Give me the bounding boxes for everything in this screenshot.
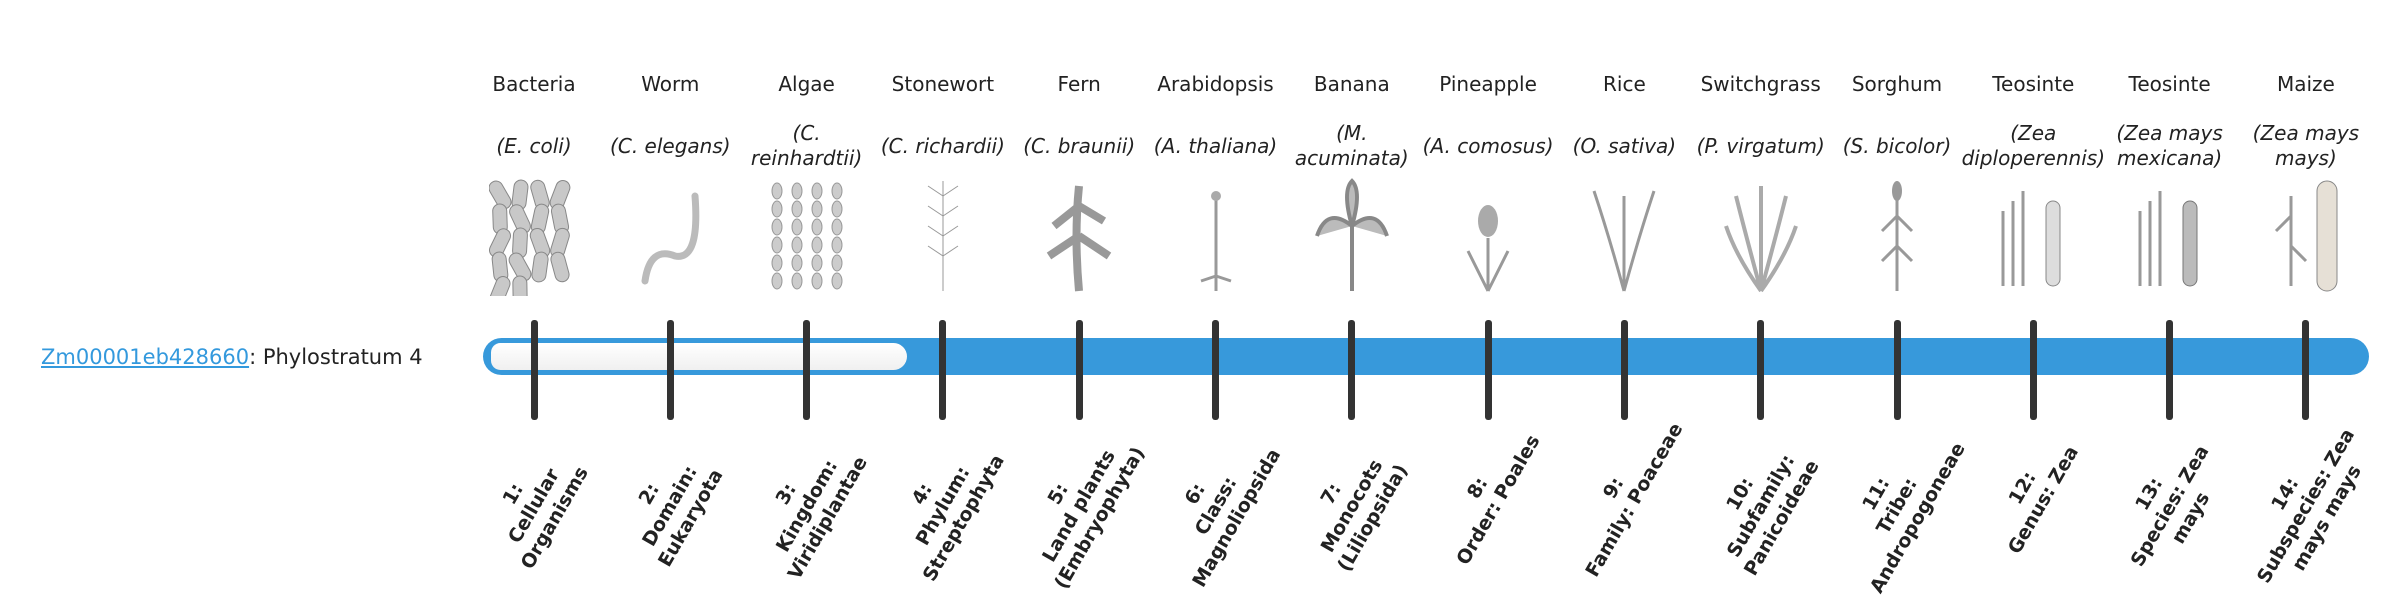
bacteria-image (488, 176, 579, 307)
phylostratum-tick (1484, 320, 1492, 420)
organism-species-name: (Zea mays mays) (2252, 121, 2360, 170)
phylostratum-tick (1620, 320, 1628, 420)
phylostratum-level-label: 5: Land plants (Embryophyta) (1001, 406, 1158, 606)
organism-common-name: Algae (778, 72, 835, 96)
organism-column: Rice (O. sativa) (1556, 64, 1692, 188)
switchgrass-image (1716, 176, 1806, 296)
stonewort-image (898, 176, 988, 296)
organism-common-name: Arabidopsis (1157, 72, 1274, 96)
phylostratum-level-label: 1: Cellular Organisms (455, 406, 612, 606)
phylostratum-level-label: 12: Genus: Zea (1965, 400, 2102, 589)
teosinte-mexicana-image (2125, 176, 2215, 296)
organism-column: Stonewort (C. richardii) (875, 64, 1011, 188)
teosinte-image (1988, 176, 2078, 296)
phylostratum-tick (666, 320, 674, 420)
phylostratum-tick (1757, 320, 1765, 420)
phylostratum-level-label: 10: Subfamily: Panicoideae (1682, 406, 1839, 606)
phylostratum-tick (2166, 320, 2174, 420)
organism-species-name: (A. comosus) (1422, 133, 1554, 158)
organism-common-name: Banana (1313, 72, 1390, 96)
phylostratum-level-label: 9: Family: Poaceae (1556, 400, 1693, 589)
phylostratum-tick (1348, 320, 1356, 420)
rice-image (1579, 176, 1669, 296)
organism-common-name: Bacteria (492, 72, 576, 96)
worm-image (625, 176, 715, 296)
organism-species-name: (O. sativa) (1572, 133, 1677, 158)
organism-species-name: (C. reinhardtii) (750, 121, 863, 170)
organism-species-name: (C. braunii) (1023, 133, 1136, 158)
phylostratum-tick (1893, 320, 1901, 420)
gene-phylostratum-label: Zm00001eb428660: Phylostratum 4 (41, 340, 423, 374)
organism-column: Algae (C. reinhardtii) (739, 64, 875, 188)
organism-common-name: Fern (1057, 72, 1101, 96)
phylostratum-tick (2029, 320, 2037, 420)
organism-common-name: Worm (641, 72, 700, 96)
organism-common-name: Teosinte (2128, 72, 2211, 96)
phylostratum-text: : Phylostratum 4 (249, 345, 423, 369)
phylostratum-tick (803, 320, 811, 420)
organism-column: Bacteria (E. coli) (466, 64, 602, 188)
organism-common-name: Rice (1603, 72, 1646, 96)
organism-column: Fern (C. braunii) (1011, 64, 1147, 188)
organism-common-name: Pineapple (1439, 72, 1537, 96)
phylostratum-level-label: 4: Phylum: Streptophyta (864, 406, 1021, 606)
organism-column: Switchgrass (P. virgatum) (1693, 64, 1829, 188)
organism-species-name: (E. coli) (496, 133, 572, 158)
phylostratum-level-label: 14: Subspecies: Zea mays mays (2227, 406, 2384, 606)
phylostratum-level-label: 3: Kingdom: Viridiplantae (728, 406, 885, 606)
organism-common-name: Switchgrass (1700, 72, 1821, 96)
arabidopsis-image (1171, 176, 1261, 296)
organism-common-name: Stonewort (891, 72, 995, 96)
organism-column: Maize (Zea mays mays) (2238, 64, 2374, 188)
phylostratum-level-label: 2: Domain: Eukaryota (592, 406, 749, 606)
organism-species-name: (C. elegans) (610, 133, 731, 158)
organism-column: Teosinte (Zea mays mexicana) (2102, 64, 2238, 188)
algae-image (762, 176, 852, 296)
organism-column: Worm (C. elegans) (602, 64, 738, 188)
phylostratum-tick (530, 320, 538, 420)
organism-column: Arabidopsis (A. thaliana) (1148, 64, 1284, 188)
phylostratum-level-label: 11: Tribe: Andropogoneae (1818, 406, 1975, 606)
phylostratum-tick (2302, 320, 2310, 420)
organism-common-name: Sorghum (1851, 72, 1943, 96)
organism-column: Banana (M. acuminata) (1284, 64, 1420, 188)
organism-species-name: (Zea mays mexicana) (2116, 121, 2223, 170)
phylostratum-tick (1075, 320, 1083, 420)
maize-image (2261, 176, 2351, 296)
organism-column: Sorghum (S. bicolor) (1829, 64, 1965, 188)
organism-species-name: (C. richardii) (880, 133, 1005, 158)
banana-image (1307, 176, 1397, 296)
bar-unfilled-region (491, 343, 907, 370)
phylostratum-level-label: 13: Species: Zea mays (2091, 406, 2248, 606)
phylostratum-level-label: 6: Class: Magnoliopsida (1137, 406, 1294, 606)
organism-species-name: (S. bicolor) (1842, 133, 1952, 158)
pineapple-image (1443, 176, 1533, 296)
organism-species-name: (P. virgatum) (1696, 133, 1825, 158)
sorghum-image (1852, 176, 1942, 296)
organism-species-name: (Zea diploperennis) (1961, 121, 2105, 170)
organism-common-name: Maize (2276, 72, 2335, 96)
phylostratum-bar (483, 338, 2369, 375)
organism-species-name: (A. thaliana) (1153, 133, 1278, 158)
organism-column: Teosinte (Zea diploperennis) (1961, 64, 2105, 188)
phylostratum-tick (939, 320, 947, 420)
phylostratum-level-label: 8: Order: Poales (1420, 400, 1557, 589)
fern-image (1034, 176, 1124, 296)
organism-species-name: (M. acuminata) (1294, 121, 1409, 170)
gene-link[interactable]: Zm00001eb428660 (41, 345, 250, 369)
organism-column: Pineapple (A. comosus) (1420, 64, 1556, 188)
phylostratum-tick (1212, 320, 1219, 420)
phylostratum-level-label: 7: Monocots (Liliopsida) (1273, 406, 1430, 606)
organism-common-name: Teosinte (1992, 72, 2075, 96)
